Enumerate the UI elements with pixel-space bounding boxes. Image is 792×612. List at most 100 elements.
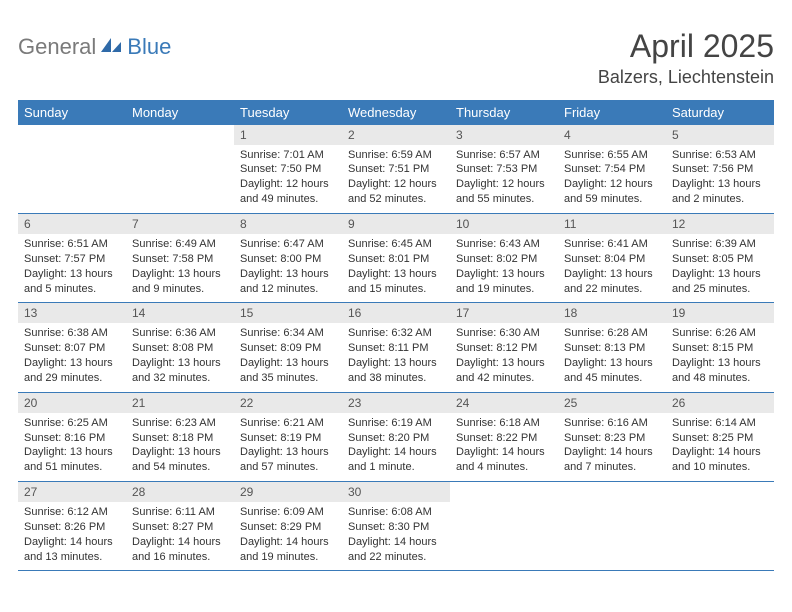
col-tuesday: Tuesday <box>234 100 342 125</box>
sunrise-line: Sunrise: 6:12 AM <box>24 505 120 520</box>
day-content: Sunrise: 6:26 AMSunset: 8:15 PMDaylight:… <box>666 323 774 391</box>
calendar-body: ....1Sunrise: 7:01 AMSunset: 7:50 PMDayl… <box>18 125 774 571</box>
sunrise-line: Sunrise: 6:18 AM <box>456 416 552 431</box>
calendar-cell: 16Sunrise: 6:32 AMSunset: 8:11 PMDayligh… <box>342 303 450 392</box>
day-number: 8 <box>234 214 342 234</box>
sunset-line: Sunset: 8:29 PM <box>240 520 336 535</box>
sunset-line: Sunset: 8:01 PM <box>348 252 444 267</box>
sunrise-line: Sunrise: 6:23 AM <box>132 416 228 431</box>
sunset-line: Sunset: 8:22 PM <box>456 431 552 446</box>
sunrise-line: Sunrise: 6:16 AM <box>564 416 660 431</box>
logo-sail-icon <box>101 36 123 59</box>
sunrise-line: Sunrise: 6:43 AM <box>456 237 552 252</box>
calendar-header-row: Sunday Monday Tuesday Wednesday Thursday… <box>18 100 774 125</box>
location: Balzers, Liechtenstein <box>598 67 774 88</box>
daylight-line: Daylight: 12 hours and 49 minutes. <box>240 177 336 207</box>
day-content: Sunrise: 6:39 AMSunset: 8:05 PMDaylight:… <box>666 234 774 302</box>
daylight-line: Daylight: 13 hours and 35 minutes. <box>240 356 336 386</box>
day-content: Sunrise: 6:57 AMSunset: 7:53 PMDaylight:… <box>450 145 558 213</box>
day-number: 13 <box>18 303 126 323</box>
sunrise-line: Sunrise: 6:59 AM <box>348 148 444 163</box>
day-number: 25 <box>558 393 666 413</box>
day-number: 20 <box>18 393 126 413</box>
sunrise-line: Sunrise: 6:25 AM <box>24 416 120 431</box>
sunrise-line: Sunrise: 6:09 AM <box>240 505 336 520</box>
day-content: Sunrise: 6:47 AMSunset: 8:00 PMDaylight:… <box>234 234 342 302</box>
sunset-line: Sunset: 7:51 PM <box>348 162 444 177</box>
calendar-cell: 1Sunrise: 7:01 AMSunset: 7:50 PMDaylight… <box>234 125 342 214</box>
sunrise-line: Sunrise: 6:21 AM <box>240 416 336 431</box>
calendar-cell: 30Sunrise: 6:08 AMSunset: 8:30 PMDayligh… <box>342 482 450 571</box>
calendar-cell: .. <box>126 125 234 214</box>
sunset-line: Sunset: 8:02 PM <box>456 252 552 267</box>
sunrise-line: Sunrise: 6:55 AM <box>564 148 660 163</box>
sunrise-line: Sunrise: 6:47 AM <box>240 237 336 252</box>
day-content: Sunrise: 6:49 AMSunset: 7:58 PMDaylight:… <box>126 234 234 302</box>
sunrise-line: Sunrise: 6:38 AM <box>24 326 120 341</box>
calendar-row: 13Sunrise: 6:38 AMSunset: 8:07 PMDayligh… <box>18 303 774 392</box>
daylight-line: Daylight: 13 hours and 45 minutes. <box>564 356 660 386</box>
sunset-line: Sunset: 8:11 PM <box>348 341 444 356</box>
daylight-line: Daylight: 14 hours and 22 minutes. <box>348 535 444 565</box>
calendar-cell: .. <box>450 482 558 571</box>
calendar-cell: 22Sunrise: 6:21 AMSunset: 8:19 PMDayligh… <box>234 392 342 481</box>
day-content: Sunrise: 6:53 AMSunset: 7:56 PMDaylight:… <box>666 145 774 213</box>
daylight-line: Daylight: 14 hours and 10 minutes. <box>672 445 768 475</box>
title-block: April 2025 Balzers, Liechtenstein <box>598 30 774 88</box>
sunset-line: Sunset: 7:54 PM <box>564 162 660 177</box>
sunrise-line: Sunrise: 6:41 AM <box>564 237 660 252</box>
calendar-cell: 25Sunrise: 6:16 AMSunset: 8:23 PMDayligh… <box>558 392 666 481</box>
sunrise-line: Sunrise: 6:36 AM <box>132 326 228 341</box>
day-content: Sunrise: 6:08 AMSunset: 8:30 PMDaylight:… <box>342 502 450 570</box>
daylight-line: Daylight: 13 hours and 2 minutes. <box>672 177 768 207</box>
sunrise-line: Sunrise: 6:30 AM <box>456 326 552 341</box>
calendar-cell: 20Sunrise: 6:25 AMSunset: 8:16 PMDayligh… <box>18 392 126 481</box>
daylight-line: Daylight: 13 hours and 42 minutes. <box>456 356 552 386</box>
sunset-line: Sunset: 7:58 PM <box>132 252 228 267</box>
calendar-cell: 8Sunrise: 6:47 AMSunset: 8:00 PMDaylight… <box>234 213 342 302</box>
day-number: 30 <box>342 482 450 502</box>
daylight-line: Daylight: 14 hours and 13 minutes. <box>24 535 120 565</box>
calendar-cell: 7Sunrise: 6:49 AMSunset: 7:58 PMDaylight… <box>126 213 234 302</box>
day-number: 6 <box>18 214 126 234</box>
sunrise-line: Sunrise: 6:19 AM <box>348 416 444 431</box>
sunset-line: Sunset: 8:09 PM <box>240 341 336 356</box>
calendar-cell: 10Sunrise: 6:43 AMSunset: 8:02 PMDayligh… <box>450 213 558 302</box>
sunrise-line: Sunrise: 6:39 AM <box>672 237 768 252</box>
calendar-cell: 21Sunrise: 6:23 AMSunset: 8:18 PMDayligh… <box>126 392 234 481</box>
sunset-line: Sunset: 8:27 PM <box>132 520 228 535</box>
daylight-line: Daylight: 13 hours and 54 minutes. <box>132 445 228 475</box>
sunrise-line: Sunrise: 6:53 AM <box>672 148 768 163</box>
sunrise-line: Sunrise: 6:49 AM <box>132 237 228 252</box>
calendar-cell: 18Sunrise: 6:28 AMSunset: 8:13 PMDayligh… <box>558 303 666 392</box>
day-number: 27 <box>18 482 126 502</box>
daylight-line: Daylight: 13 hours and 57 minutes. <box>240 445 336 475</box>
day-number: 23 <box>342 393 450 413</box>
daylight-line: Daylight: 13 hours and 48 minutes. <box>672 356 768 386</box>
sunset-line: Sunset: 8:12 PM <box>456 341 552 356</box>
calendar-cell: 29Sunrise: 6:09 AMSunset: 8:29 PMDayligh… <box>234 482 342 571</box>
daylight-line: Daylight: 14 hours and 16 minutes. <box>132 535 228 565</box>
sunrise-line: Sunrise: 6:34 AM <box>240 326 336 341</box>
day-number: 12 <box>666 214 774 234</box>
day-content: Sunrise: 6:32 AMSunset: 8:11 PMDaylight:… <box>342 323 450 391</box>
calendar-cell: 3Sunrise: 6:57 AMSunset: 7:53 PMDaylight… <box>450 125 558 214</box>
sunrise-line: Sunrise: 6:11 AM <box>132 505 228 520</box>
col-sunday: Sunday <box>18 100 126 125</box>
daylight-line: Daylight: 12 hours and 59 minutes. <box>564 177 660 207</box>
calendar-cell: .. <box>666 482 774 571</box>
sunrise-line: Sunrise: 6:57 AM <box>456 148 552 163</box>
day-number: 24 <box>450 393 558 413</box>
sunset-line: Sunset: 8:08 PM <box>132 341 228 356</box>
sunrise-line: Sunrise: 6:51 AM <box>24 237 120 252</box>
day-content: Sunrise: 6:25 AMSunset: 8:16 PMDaylight:… <box>18 413 126 481</box>
day-number: 2 <box>342 125 450 145</box>
sunset-line: Sunset: 8:30 PM <box>348 520 444 535</box>
day-content: Sunrise: 6:38 AMSunset: 8:07 PMDaylight:… <box>18 323 126 391</box>
sunrise-line: Sunrise: 6:08 AM <box>348 505 444 520</box>
day-number: 9 <box>342 214 450 234</box>
daylight-line: Daylight: 13 hours and 25 minutes. <box>672 267 768 297</box>
sunset-line: Sunset: 8:07 PM <box>24 341 120 356</box>
calendar-row: 20Sunrise: 6:25 AMSunset: 8:16 PMDayligh… <box>18 392 774 481</box>
daylight-line: Daylight: 13 hours and 15 minutes. <box>348 267 444 297</box>
